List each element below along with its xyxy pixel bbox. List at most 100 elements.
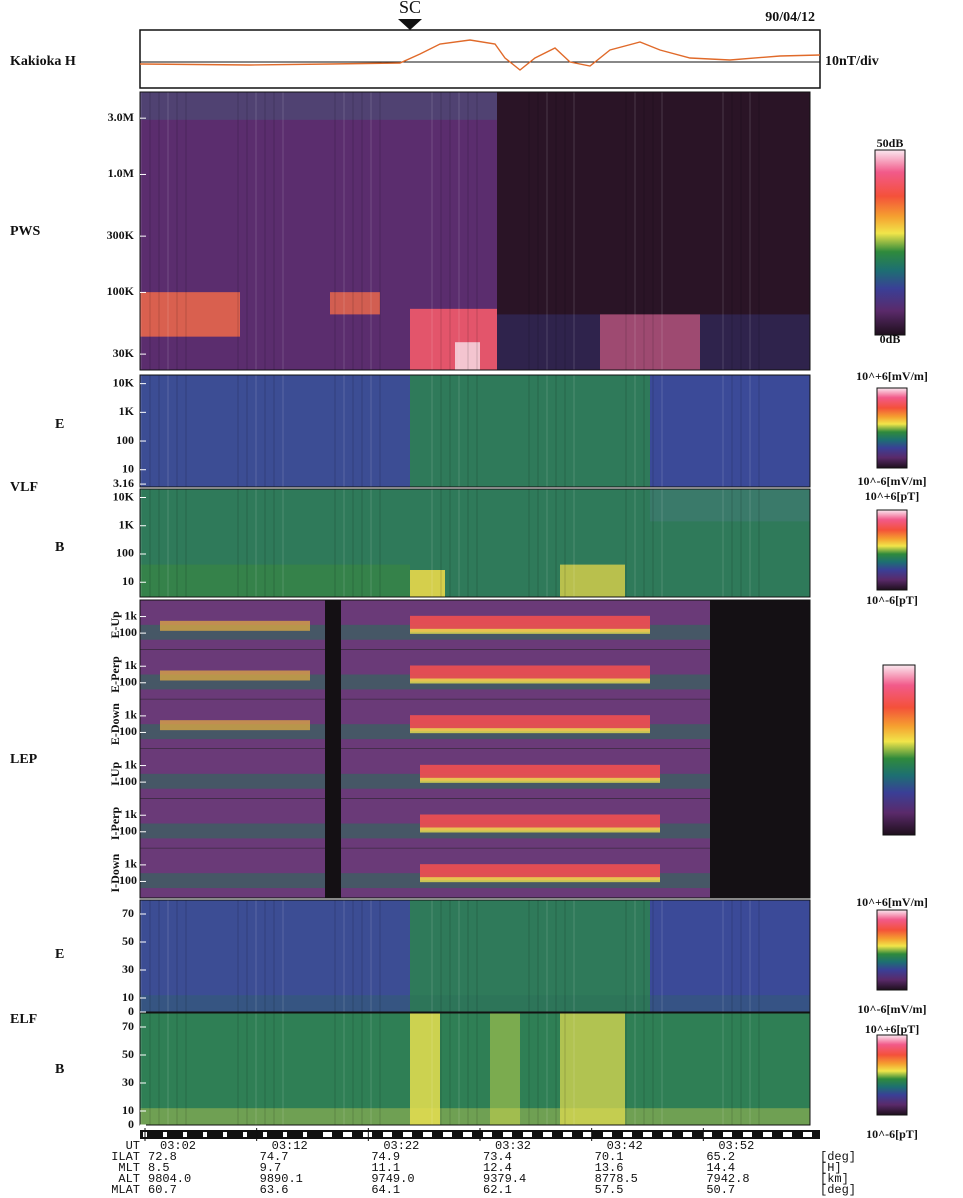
y-tick-label: 70 [122, 906, 134, 920]
spectrum-texture [140, 375, 410, 487]
spectrum-streak [458, 375, 460, 487]
spectrum-streak [431, 900, 433, 1012]
spectrum-streak [528, 489, 530, 597]
colorbar-min-label: 10^-6[pT] [866, 593, 918, 607]
spectrum-streak [334, 489, 336, 597]
y-tick-label: 1.0M [108, 166, 134, 180]
spectrum-streak [264, 92, 266, 370]
spectrum-streak [749, 900, 751, 1012]
spectrum-streak [264, 1013, 266, 1125]
spectrum-streak [176, 92, 178, 370]
spectrum-streak [722, 375, 724, 487]
spectrum-streak [282, 375, 284, 487]
row-value: 64.1 [371, 1183, 400, 1197]
row-name: MLAT [111, 1183, 140, 1197]
spectrum-streak [379, 489, 381, 597]
time-bar-segment [543, 1132, 552, 1137]
spectrum-texture [497, 314, 810, 370]
spectrum-streak [282, 900, 284, 1012]
spectrum-streak [749, 92, 751, 370]
spectrum-streak [370, 489, 372, 597]
row-value: 9890.1 [260, 1172, 303, 1186]
spectrum-streak [149, 900, 151, 1012]
row-value: 65.2 [706, 1150, 735, 1164]
panel-title: B [55, 540, 64, 555]
time-bar-segment [243, 1132, 247, 1137]
spectrum-streak [370, 375, 372, 487]
spectrum-streak [361, 900, 363, 1012]
spectrum-streak [140, 92, 142, 370]
spectrum-streak [555, 92, 557, 370]
spectrum-streak [476, 489, 478, 597]
spectrum-streak [758, 92, 760, 370]
spectrum-streak [167, 489, 169, 597]
spectrum-streak [343, 1013, 345, 1125]
spectrum-streak [158, 375, 160, 487]
spectrum-streak [643, 375, 645, 487]
y-tick-label: 100 [119, 724, 137, 738]
row-value: 03:52 [718, 1139, 754, 1153]
spectrum-streak [546, 489, 548, 597]
spectrum-streak [255, 900, 257, 1012]
y-tick-label: 10 [122, 461, 134, 475]
spectrum-streak [440, 489, 442, 597]
spectrum-streak [237, 900, 239, 1012]
row-value: 03:32 [495, 1139, 531, 1153]
spectrum-streak [149, 92, 151, 370]
spectrum-streak [334, 375, 336, 487]
spectrum-texture [650, 489, 810, 522]
spectrum-streak [273, 900, 275, 1012]
subpanel-label: I-Up [108, 762, 122, 786]
spectrum-streak [758, 1013, 760, 1125]
spectrum-streak [334, 92, 336, 370]
spectrum-streak [352, 375, 354, 487]
time-bar-segment [703, 1132, 712, 1137]
spectrum-streak [555, 489, 557, 597]
spectrum-streak [758, 489, 760, 597]
spectrum-texture [650, 375, 810, 487]
spectrum-streak [731, 489, 733, 597]
spectrum-streak [185, 1013, 187, 1125]
spectrum-streak [440, 1013, 442, 1125]
spectrum-streak [273, 489, 275, 597]
spectrum-streak [625, 489, 627, 597]
event-label: SC [399, 0, 421, 17]
spectrum-streak [652, 489, 654, 597]
spectrum-streak [634, 375, 636, 487]
spectrum-streak [722, 92, 724, 370]
spectrum-streak [740, 1013, 742, 1125]
spectrum-streak [661, 1013, 663, 1125]
spectrum-streak [643, 489, 645, 597]
spectrum-texture [410, 678, 650, 684]
spectrum-streak [528, 375, 530, 487]
spectrum-streak [140, 375, 142, 487]
colorbar [876, 909, 908, 991]
spectrum-streak [537, 900, 539, 1012]
spectrum-streak [652, 375, 654, 487]
spectrum-streak [246, 900, 248, 1012]
spectrum-streak [476, 1013, 478, 1125]
spectrum-streak [634, 900, 636, 1012]
spectrum-streak [334, 900, 336, 1012]
spectrum-streak [149, 489, 151, 597]
spectrum-streak [758, 900, 760, 1012]
spectrum-streak [546, 375, 548, 487]
spectrum-streak [237, 489, 239, 597]
y-tick-label: 1k [124, 807, 137, 821]
spectrum-streak [722, 900, 724, 1012]
time-bar-segment [423, 1132, 432, 1137]
spectrum-streak [246, 1013, 248, 1125]
spectrum-streak [237, 92, 239, 370]
spectrum-streak [537, 1013, 539, 1125]
spectrum-streak [361, 489, 363, 597]
spectrum-streak [176, 900, 178, 1012]
spectrum-streak [740, 900, 742, 1012]
spectrum-streak [264, 375, 266, 487]
spectrum-streak [449, 489, 451, 597]
spectrum-streak [625, 1013, 627, 1125]
spectrum-streak [282, 1013, 284, 1125]
row-name: UT [126, 1139, 140, 1153]
y-tick-label: 0 [128, 1117, 134, 1131]
y-tick-label: 30 [122, 962, 134, 976]
